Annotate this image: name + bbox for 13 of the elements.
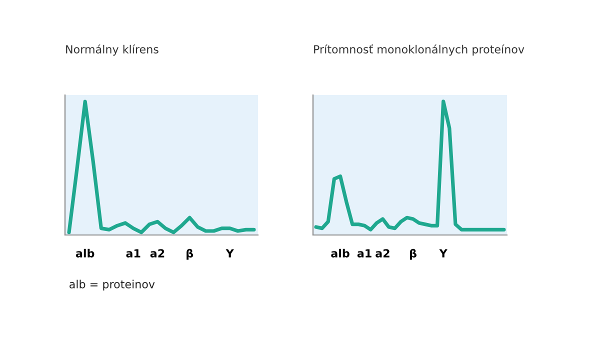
chart-title: Normálny klírens — [66, 44, 158, 56]
x-tick-label: a2 — [376, 249, 390, 258]
x-tick-label: Y — [226, 249, 234, 258]
chart-title: Prítomnosť monoklonálnych proteínov — [314, 44, 524, 56]
x-tick-label: a1 — [126, 249, 140, 258]
text: alb = proteinov — [70, 280, 155, 291]
x-tick-label: β — [186, 248, 194, 260]
x-tick-label: a1 — [357, 249, 372, 258]
x-tick-label: a2 — [150, 249, 164, 258]
x-tick-label: alb — [331, 248, 350, 258]
x-tick-label: β — [410, 248, 417, 260]
x-tick-label: Y — [439, 249, 448, 258]
x-tick-label: alb — [76, 248, 94, 258]
